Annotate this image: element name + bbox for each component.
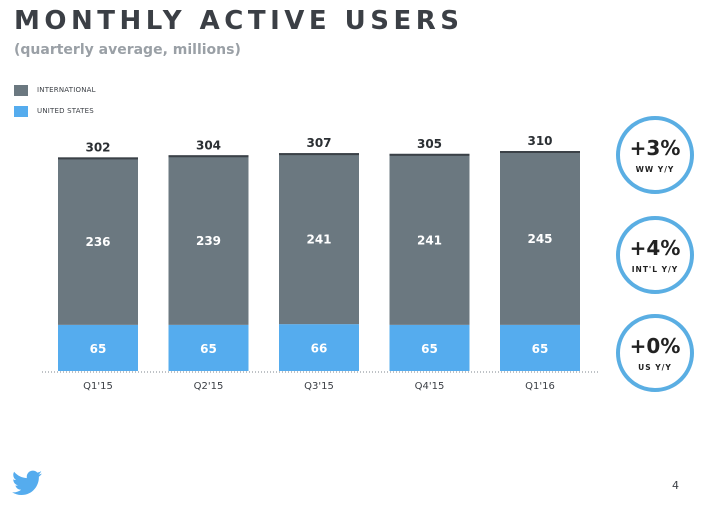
- bar-international-4: [500, 151, 580, 325]
- data-label-us-0: 65: [90, 342, 107, 356]
- data-label-international-1: 239: [196, 234, 221, 248]
- data-label-international-0: 236: [85, 235, 110, 249]
- legend-item-united-states: UNITED STATES: [14, 105, 96, 117]
- data-label-international-2: 241: [306, 233, 331, 247]
- data-label-international-3: 241: [417, 233, 442, 247]
- data-label-international-4: 245: [527, 232, 552, 246]
- bar-international-3: [389, 153, 470, 325]
- legend-label-united-states: UNITED STATES: [37, 107, 94, 115]
- legend-item-international: INTERNATIONAL: [14, 84, 96, 96]
- page-subtitle: (quarterly average, millions): [14, 42, 241, 58]
- page-number: 4: [672, 479, 679, 492]
- bar-international-0: [58, 157, 138, 325]
- x-tick-label-0: Q1'15: [83, 381, 113, 392]
- bar-international-2: [279, 153, 359, 325]
- badge-ww-growth: +3% WW Y/Y: [616, 116, 694, 194]
- total-label-1: 304: [196, 138, 221, 152]
- bar-top-edge-2: [279, 153, 359, 156]
- badge-ww-value: +3%: [629, 136, 681, 160]
- total-label-3: 305: [417, 137, 442, 151]
- badge-ww-label: WW Y/Y: [635, 165, 675, 174]
- data-label-us-1: 65: [200, 342, 217, 356]
- data-label-us-4: 65: [532, 342, 549, 356]
- page-title: MONTHLY ACTIVE USERS: [14, 6, 464, 36]
- bar-us-0: [58, 324, 138, 371]
- badge-intl-value: +4%: [629, 236, 681, 260]
- data-label-us-2: 66: [311, 342, 328, 356]
- legend-swatch-united-states: [14, 105, 28, 117]
- bar-top-edge-3: [389, 153, 470, 156]
- bar-top-edge-1: [168, 155, 249, 158]
- legend-swatch-international: [14, 84, 28, 96]
- badge-intl-label: INT'L Y/Y: [631, 265, 679, 274]
- chart-legend: INTERNATIONAL UNITED STATES: [14, 84, 96, 126]
- bar-top-edge-0: [58, 157, 138, 160]
- bar-us-2: [279, 324, 359, 371]
- badge-us-value: +0%: [629, 334, 681, 358]
- data-label-us-3: 65: [421, 342, 438, 356]
- x-tick-label-4: Q1'16: [525, 381, 555, 392]
- total-label-2: 307: [306, 136, 331, 150]
- bar-international-1: [168, 155, 249, 325]
- x-tick-label-3: Q4'15: [415, 381, 445, 392]
- badge-intl-growth: +4% INT'L Y/Y: [616, 216, 694, 294]
- x-tick-label-1: Q2'15: [194, 381, 224, 392]
- bar-top-edge-4: [500, 151, 580, 153]
- total-label-4: 310: [527, 134, 552, 148]
- bar-us-3: [389, 324, 470, 371]
- bar-us-4: [500, 324, 580, 371]
- badge-us-label: US Y/Y: [638, 363, 672, 372]
- twitter-bird-icon: [12, 470, 42, 495]
- x-tick-label-2: Q3'15: [304, 381, 334, 392]
- badge-us-growth: +0% US Y/Y: [616, 314, 694, 392]
- total-label-0: 302: [85, 140, 110, 154]
- legend-label-international: INTERNATIONAL: [37, 86, 96, 94]
- bar-us-1: [168, 324, 249, 371]
